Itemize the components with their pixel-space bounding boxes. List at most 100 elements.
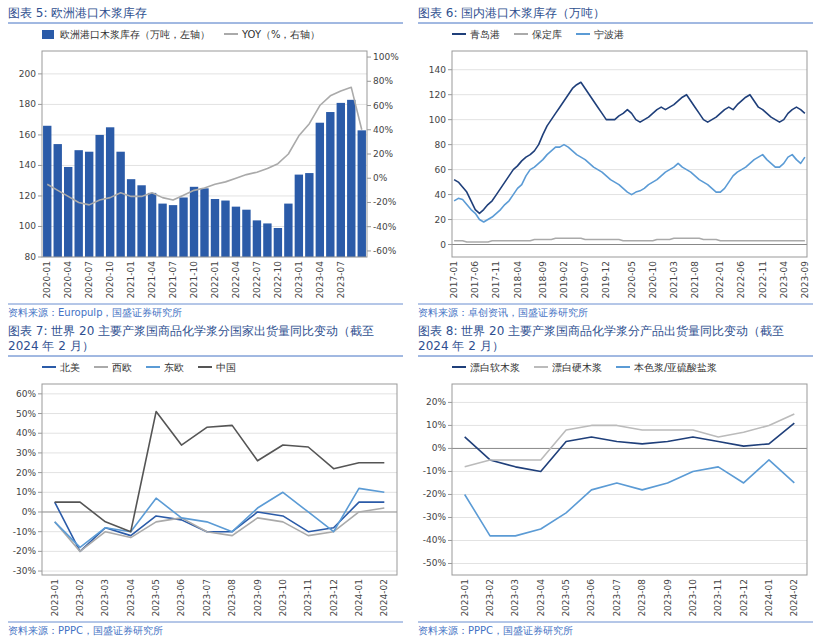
- title: 图表 7: 世界 20 主要产浆国商品化学浆分国家出货量同比变动（截至2024 …: [8, 324, 374, 353]
- y-tick-label: 100: [429, 115, 446, 125]
- grid-line: [42, 393, 397, 394]
- y-tick: [38, 492, 42, 493]
- x-tick-label: 2023-01: [460, 579, 470, 617]
- y2-tick-label: 80%: [373, 76, 393, 86]
- bar: [116, 152, 124, 257]
- y-tick-label: 80: [435, 140, 447, 150]
- bar: [190, 187, 198, 257]
- y-tick: [38, 413, 42, 414]
- x-tick-label: 2023-03: [100, 579, 110, 617]
- y-tick-label: 20%: [426, 397, 446, 407]
- x-tick-label: 2023-04: [315, 261, 325, 299]
- x-tick-label: 2019-02: [559, 261, 569, 299]
- annotation: 资料来源：PPPC，国盛证券研究所: [8, 625, 163, 636]
- y-tick: [448, 94, 452, 95]
- line: [465, 460, 795, 536]
- y-tick: [448, 144, 452, 145]
- legend-label: 漂白软木浆: [470, 362, 520, 373]
- y-tick-label: 140: [19, 160, 36, 170]
- y-tick: [38, 73, 42, 74]
- legend-item: YOY（%，右轴）: [224, 29, 321, 40]
- x-tick-label: 2021-08: [690, 261, 700, 299]
- y2-tick: [367, 154, 371, 155]
- grid-line: [452, 563, 807, 564]
- plot-area: [454, 82, 805, 242]
- x-tick-label: 2020-05: [627, 261, 637, 299]
- bar: [200, 188, 208, 257]
- legend-label: 漂白硬木浆: [552, 362, 602, 373]
- bar: [211, 199, 219, 257]
- y-tick-label: -20%: [423, 489, 447, 499]
- plot-area: [465, 414, 795, 536]
- grid-line: [42, 551, 397, 552]
- legend-swatch: [576, 33, 590, 35]
- legend-label: 宁波港: [594, 29, 624, 40]
- y-tick-label: 0: [440, 240, 446, 250]
- source-divider: [418, 304, 813, 305]
- x-tick-label: 2021-07: [168, 261, 178, 299]
- y-tick: [448, 471, 452, 472]
- legend-item: 东欧: [146, 362, 184, 373]
- y2-tick: [367, 250, 371, 251]
- grid-line: [452, 425, 807, 426]
- legend-item: 欧洲港口木浆库存（万吨，左轴）: [42, 29, 210, 40]
- legend-label: 本色浆/亚硫酸盐浆: [634, 362, 717, 373]
- grid-line: [452, 69, 807, 70]
- y2-tick-label: 40%: [373, 125, 393, 135]
- x-tick-label: 2023-04: [126, 579, 136, 617]
- title-line: 图表 7: 世界 20 主要产浆国商品化学浆分国家出货量同比变动（截至: [8, 324, 374, 338]
- y-tick-label: 0%: [22, 507, 37, 517]
- y-tick: [38, 472, 42, 473]
- bar: [253, 220, 261, 257]
- y-tick: [38, 511, 42, 512]
- bar: [358, 130, 366, 257]
- y-tick: [448, 494, 452, 495]
- annotation: 资料来源：卓创资讯，国盛证券研究所: [418, 307, 588, 318]
- bar: [221, 201, 229, 257]
- title: 图表 8: 世界 20 主要产浆国商品化学浆分产品出货量同比变动（截至2024 …: [418, 324, 784, 353]
- source-divider: [418, 622, 813, 623]
- title: 图表 5: 欧洲港口木浆库存: [8, 6, 147, 20]
- y-tick: [38, 257, 42, 258]
- bar: [305, 173, 313, 257]
- legend-swatch: [42, 366, 56, 368]
- y-tick-label: 80: [25, 252, 37, 262]
- y-tick: [448, 402, 452, 403]
- x-tick-label: 2023-01: [294, 261, 304, 299]
- grid-line: [452, 144, 807, 145]
- plot-frame: [452, 384, 807, 575]
- grid-line: [452, 219, 807, 220]
- panel: 图表 5: 欧洲港口木浆库存欧洲港口木浆库存（万吨，左轴） YOY（%，右轴） 80…: [8, 6, 403, 379]
- y-tick: [448, 563, 452, 564]
- x-tick-label: 2020-01: [42, 261, 52, 299]
- x-tick-label: 2023-11: [713, 579, 723, 617]
- title-line: 图表 5: 欧洲港口木浆库存: [8, 6, 147, 20]
- legend-item: 北美: [42, 362, 80, 373]
- x-tick-label: 2023-07: [202, 579, 212, 617]
- x-tick-label: 2023-03: [510, 579, 520, 617]
- y2-tick-label: 100%: [373, 52, 399, 62]
- line: [55, 412, 385, 532]
- legend-label: 北美: [60, 362, 80, 373]
- y2-tick: [367, 105, 371, 106]
- y-tick: [38, 551, 42, 552]
- x-tick-label: 2022-07: [252, 261, 262, 299]
- y-tick-label: -40%: [423, 535, 447, 545]
- y-tick: [448, 219, 452, 220]
- y-tick-label: 10%: [426, 420, 446, 430]
- chart-root: 图表 5: 欧洲港口木浆库存欧洲港口木浆库存（万吨，左轴） YOY（%，右轴） 80…: [0, 0, 821, 641]
- x-tick-label: 2023-12: [329, 579, 339, 617]
- y-tick-label: -20%: [13, 546, 37, 556]
- x-tick-label: 2023-05: [151, 579, 161, 617]
- title-divider: [8, 23, 403, 24]
- legend-swatch: [224, 33, 238, 35]
- title-line: 图表 8: 世界 20 主要产浆国商品化学浆分产品出货量同比变动（截至: [418, 324, 784, 338]
- grid-line: [42, 104, 367, 105]
- y2-tick: [367, 226, 371, 227]
- title-divider: [418, 356, 813, 357]
- legend-swatch: [616, 366, 630, 368]
- legend-item: 宁波港: [576, 29, 624, 40]
- y-tick: [448, 169, 452, 170]
- y-tick-label: -30%: [423, 512, 447, 522]
- y-tick: [448, 119, 452, 120]
